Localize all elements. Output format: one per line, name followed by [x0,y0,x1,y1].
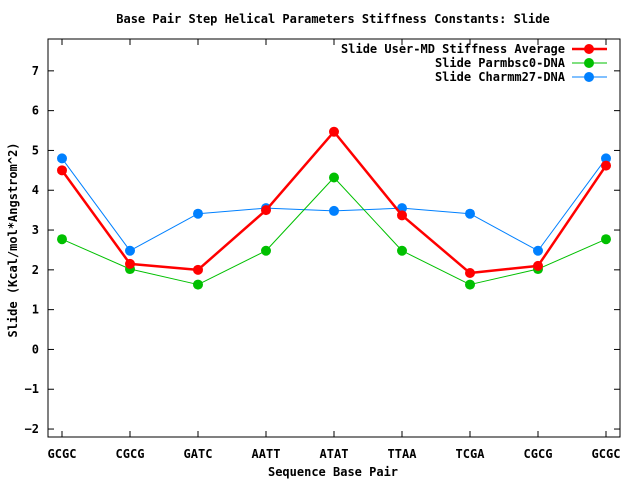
plot-frame [47,38,621,438]
data-point [125,258,135,269]
x-axis: GCGC CGCG GATC AATT ATAT TTAA TCGA CGCG GCGC [48,39,621,461]
data-point [57,153,67,164]
x-tick-label: GATC [184,447,213,461]
x-tick-label: GCGC [592,447,621,461]
data-point [329,126,339,137]
data-point [193,264,203,275]
data-point [601,153,611,164]
data-point [465,268,475,279]
y-tick-label: 4 [32,183,39,197]
series-3 [57,153,611,256]
data-point [329,205,339,216]
y-axis: −2 −1 0 1 2 3 4 5 6 7 [25,64,620,436]
y-tick-label: 5 [32,143,39,157]
data-point [397,245,407,256]
legend-label: Slide Charmm27-DNA [435,70,566,84]
data-point [193,208,203,219]
legend-marker [584,72,594,82]
data-point [465,208,475,219]
series-line [61,158,607,252]
y-tick-label: 2 [32,263,39,277]
data-point [57,165,67,176]
legend-marker [584,58,594,68]
x-tick-label: CGCG [524,447,553,461]
y-tick-label: 0 [32,342,39,356]
legend-label: Slide Parmbsc0-DNA [435,56,566,70]
x-tick-label: ATAT [320,447,349,461]
y-tick-label: 7 [32,64,39,78]
data-point [533,260,543,271]
x-tick-label: GCGC [48,447,77,461]
data-point [465,279,475,290]
y-tick-label: 6 [32,104,39,118]
series-2 [57,172,611,290]
x-tick-label: AATT [252,447,281,461]
series-layer [57,126,611,290]
x-axis-label: Sequence Base Pair [268,465,398,479]
series-1 [57,126,611,279]
legend-marker [584,44,594,54]
y-axis-label: Slide (Kcal/mol*Angstrom^2) [6,142,20,337]
data-point [57,234,67,245]
chart-title: Base Pair Step Helical Parameters Stiffn… [116,12,549,26]
data-point [261,245,271,256]
data-point [329,172,339,183]
series-line [60,130,608,275]
data-point [533,245,543,256]
data-point [261,205,271,216]
legend-label: Slide User-MD Stiffness Average [341,42,565,56]
y-tick-label: 3 [32,223,39,237]
x-tick-label: CGCG [116,447,145,461]
x-tick-label: TTAA [388,447,418,461]
y-tick-label: −2 [25,422,39,436]
y-tick-label: 1 [32,303,39,317]
x-tick-label: TCGA [456,447,486,461]
data-point [193,279,203,290]
data-point [601,234,611,245]
data-point [397,210,407,221]
y-tick-label: −1 [25,382,39,396]
data-point [125,245,135,256]
data-point [601,160,611,171]
